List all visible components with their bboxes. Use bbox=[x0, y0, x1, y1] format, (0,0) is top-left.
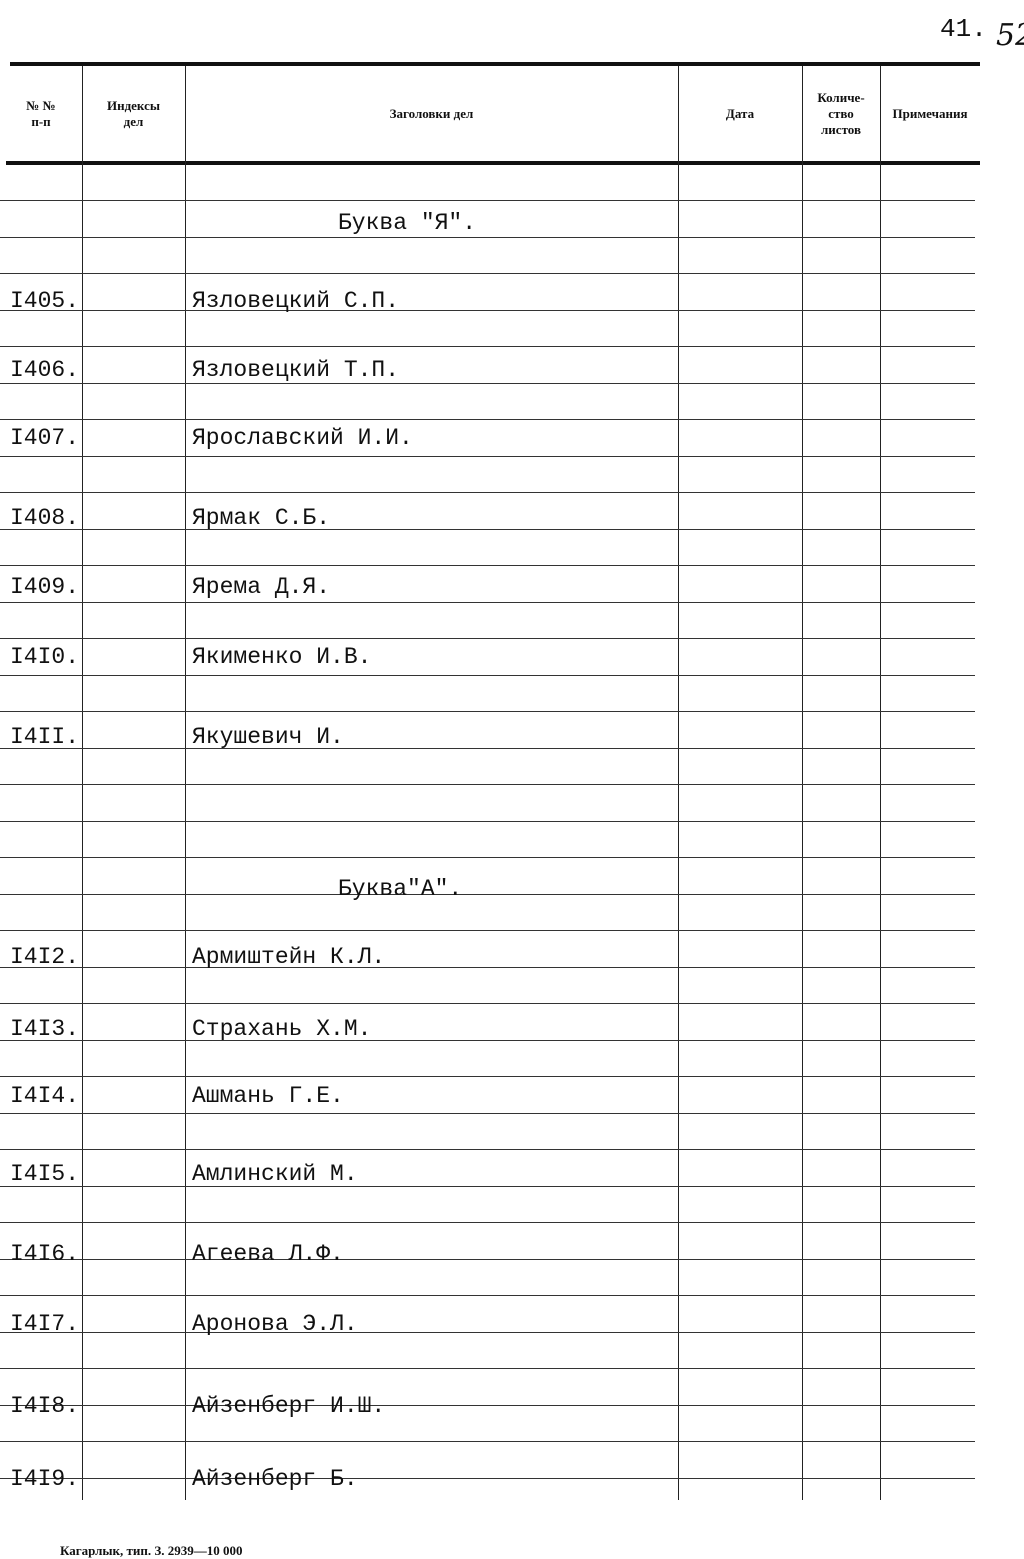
ruled-line bbox=[0, 602, 975, 603]
header-line: Примечания bbox=[892, 105, 968, 121]
ruled-line bbox=[0, 456, 975, 457]
ruled-line bbox=[0, 310, 975, 311]
ruled-line bbox=[0, 894, 975, 895]
row-title: Агеева Л.Ф. bbox=[192, 1241, 344, 1267]
section-heading: Буква "Я". bbox=[338, 210, 477, 236]
row-number: I4I0. bbox=[10, 644, 80, 670]
row-number: I409. bbox=[10, 574, 80, 600]
row-title: Айзенберг И.Ш. bbox=[192, 1393, 386, 1419]
ruled-line bbox=[0, 1368, 975, 1369]
ruled-line bbox=[0, 821, 975, 822]
header-line: Количе- bbox=[817, 89, 865, 105]
ruled-line bbox=[0, 1478, 975, 1479]
row-title: Ярославский И.И. bbox=[192, 425, 413, 451]
ruled-line bbox=[0, 1222, 975, 1223]
ruled-line bbox=[0, 638, 975, 639]
top-rule bbox=[10, 62, 980, 66]
row-title: Аронова Э.Л. bbox=[192, 1311, 358, 1337]
row-title: Якименко И.В. bbox=[192, 644, 372, 670]
header-line: ство bbox=[828, 105, 854, 121]
ruled-line bbox=[0, 1003, 975, 1004]
row-number: I407. bbox=[10, 425, 80, 451]
row-number: I4I5. bbox=[10, 1161, 80, 1187]
row-title: Страхань Х.М. bbox=[192, 1016, 372, 1042]
ruled-line bbox=[0, 1295, 975, 1296]
column-rule bbox=[880, 66, 881, 1500]
ruled-line bbox=[0, 967, 975, 968]
header-line: п-п bbox=[31, 113, 51, 129]
header-line: № № bbox=[26, 97, 56, 113]
row-title: Ашмань Г.Е. bbox=[192, 1083, 344, 1109]
ruled-line bbox=[0, 565, 975, 566]
ruled-line bbox=[0, 675, 975, 676]
ruled-line bbox=[0, 1332, 975, 1333]
sheet-number: 52 bbox=[996, 18, 1024, 53]
row-number: I4I4. bbox=[10, 1083, 80, 1109]
row-number: I4I8. bbox=[10, 1393, 80, 1419]
column-header: Дата bbox=[678, 66, 802, 161]
ruled-line bbox=[0, 1040, 975, 1041]
column-header: Количе-ство листов bbox=[802, 66, 880, 161]
ruled-line bbox=[0, 784, 975, 785]
column-rule bbox=[802, 66, 803, 1500]
row-number: I406. bbox=[10, 357, 80, 383]
ruled-line bbox=[0, 930, 975, 931]
ruled-line bbox=[0, 1405, 975, 1406]
column-header: Индексы дел bbox=[82, 66, 185, 161]
row-title: Айзенберг Б. bbox=[192, 1466, 358, 1492]
row-number: I4I6. bbox=[10, 1241, 80, 1267]
ruled-line bbox=[0, 857, 975, 858]
row-number: I4I7. bbox=[10, 1311, 80, 1337]
ruled-line bbox=[0, 1186, 975, 1187]
row-title: Ярмак С.Б. bbox=[192, 505, 331, 531]
ruled-line bbox=[0, 419, 975, 420]
row-number: I4I2. bbox=[10, 944, 80, 970]
header-line: дел bbox=[123, 113, 144, 129]
row-number: I4I3. bbox=[10, 1016, 80, 1042]
page-number: 41. bbox=[940, 14, 987, 44]
ruled-line bbox=[0, 1259, 975, 1260]
header-line: Дата bbox=[725, 105, 755, 121]
ruled-line bbox=[0, 383, 975, 384]
row-number: I408. bbox=[10, 505, 80, 531]
row-title: Якушевич И. bbox=[192, 724, 344, 750]
row-title: Язловецкий Т.П. bbox=[192, 357, 400, 383]
ruled-line bbox=[0, 1076, 975, 1077]
ruled-line bbox=[0, 200, 975, 201]
ruled-line bbox=[0, 748, 975, 749]
row-number: I4I9. bbox=[10, 1466, 80, 1492]
header-line: листов bbox=[821, 121, 861, 137]
ruled-line bbox=[0, 1441, 975, 1442]
section-heading: Буква"А". bbox=[338, 876, 463, 902]
column-rule bbox=[82, 66, 83, 1500]
row-title: Ярема Д.Я. bbox=[192, 574, 331, 600]
row-title: Амлинский М. bbox=[192, 1161, 358, 1187]
ruled-line bbox=[0, 1149, 975, 1150]
column-header: Примечания bbox=[880, 66, 980, 161]
row-title: Язловецкий С.П. bbox=[192, 288, 400, 314]
column-header: Заголовки дел bbox=[185, 66, 678, 161]
header-rule bbox=[6, 161, 980, 165]
row-number: I405. bbox=[10, 288, 80, 314]
header-line: Индексы bbox=[106, 97, 161, 113]
ruled-line bbox=[0, 237, 975, 238]
column-rule bbox=[678, 66, 679, 1500]
ruled-line bbox=[0, 492, 975, 493]
ruled-line bbox=[0, 273, 975, 274]
ruled-line bbox=[0, 711, 975, 712]
column-rule bbox=[185, 66, 186, 1500]
column-header: № № п-п bbox=[0, 66, 82, 161]
header-line: Заголовки дел bbox=[389, 105, 474, 121]
footer: Кагарлык, тип. З. 2939—10 000 bbox=[60, 1543, 243, 1558]
ruled-line bbox=[0, 1113, 975, 1114]
row-number: I4II. bbox=[10, 724, 80, 750]
ruled-line bbox=[0, 529, 975, 530]
row-title: Армиштейн К.Л. bbox=[192, 944, 386, 970]
ruled-line bbox=[0, 346, 975, 347]
